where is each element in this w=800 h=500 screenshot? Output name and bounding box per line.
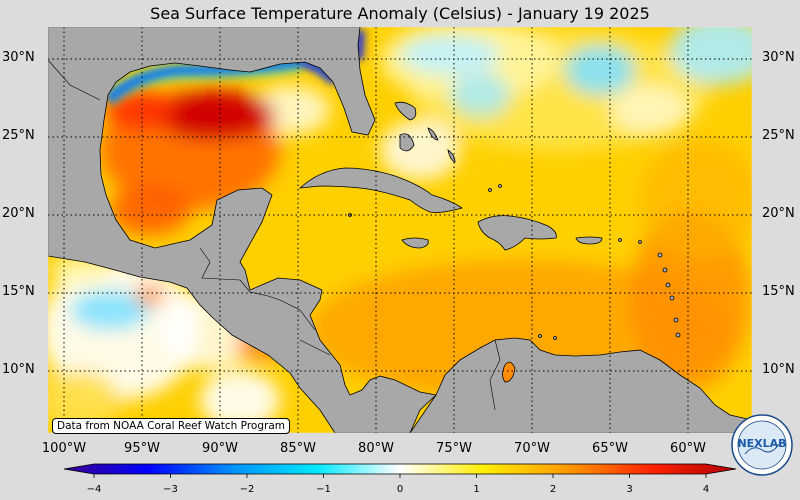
cold-coastal-fringe xyxy=(102,55,302,107)
island-abc xyxy=(538,334,542,338)
colorbar-tick-label: 2 xyxy=(549,484,557,495)
lon-label: 100°W xyxy=(41,441,87,456)
lat-label-right: 10°N xyxy=(762,362,795,377)
island-bahamas xyxy=(399,133,415,152)
lat-label-right: 20°N xyxy=(762,206,795,221)
anomaly-patch xyxy=(135,285,165,305)
anomaly-patch xyxy=(610,85,690,135)
colorbar-tick-label: 3 xyxy=(626,484,633,495)
border-central-america xyxy=(239,279,281,301)
colorbar-tick-label: −4 xyxy=(86,484,102,495)
island-lesser-antilles xyxy=(673,317,679,323)
graticule xyxy=(48,27,752,433)
island-bahamas xyxy=(447,149,456,163)
anomaly-patch xyxy=(48,370,120,430)
lat-label-left: 25°N xyxy=(2,128,35,143)
map-title: Sea Surface Temperature Anomaly (Celsius… xyxy=(150,4,650,23)
island-lesser-antilles xyxy=(618,238,622,242)
lon-label: 85°W xyxy=(280,441,316,456)
island-lesser-antilles xyxy=(675,332,681,338)
island-bahamas xyxy=(394,101,417,121)
lon-label: 65°W xyxy=(592,441,628,456)
colorbar-tick-label: −1 xyxy=(316,484,331,495)
lon-label: 80°W xyxy=(358,441,394,456)
lon-label: 95°W xyxy=(124,441,160,456)
landmass-south-america xyxy=(409,337,752,433)
border-mexico-guatemala xyxy=(199,247,241,281)
lat-label-left: 20°N xyxy=(2,206,35,221)
island-puerto-rico xyxy=(575,236,603,245)
landmass-north-america xyxy=(48,27,437,433)
island-hispaniola xyxy=(477,215,557,251)
anomaly-patch xyxy=(670,27,752,85)
island-abc xyxy=(553,336,557,340)
map-frame xyxy=(47,26,753,434)
anomaly-patch xyxy=(110,185,190,235)
anomaly-patch xyxy=(450,73,510,117)
lon-label: 90°W xyxy=(202,441,238,456)
anomaly-patch xyxy=(640,140,752,260)
lat-label-right: 30°N xyxy=(762,50,795,65)
border-central-america xyxy=(279,299,316,331)
anomaly-patch xyxy=(565,45,635,95)
island-lesser-antilles xyxy=(657,252,663,258)
colorbar-tick-label: 4 xyxy=(702,484,710,495)
lat-label-right: 15°N xyxy=(762,284,795,299)
island-turks xyxy=(488,188,492,192)
colorbar xyxy=(63,463,737,478)
lat-label-left: 15°N xyxy=(2,284,35,299)
colorbar-tick-label: −3 xyxy=(163,484,178,495)
border-us-mexico xyxy=(48,59,101,101)
anomaly-patch xyxy=(70,290,150,330)
anomaly-patch xyxy=(155,90,275,140)
island-lesser-antilles xyxy=(669,295,675,301)
nexlab-logo: NEXLAB xyxy=(731,414,793,476)
island-lesser-antilles xyxy=(638,240,642,244)
colorbar-bar xyxy=(63,463,737,475)
lon-label: 60°W xyxy=(670,441,706,456)
lon-label: 70°W xyxy=(514,441,550,456)
colorbar-tick-label: 1 xyxy=(473,484,480,495)
colorbar-tick-label: −2 xyxy=(239,484,255,495)
maracaibo-lake xyxy=(502,361,516,383)
border-central-america xyxy=(299,339,331,356)
island-lesser-antilles xyxy=(665,282,671,288)
island-turks xyxy=(498,184,502,188)
island-lesser-antilles xyxy=(662,267,668,273)
anomaly-patch xyxy=(400,35,500,75)
colorbar-tick-label: 0 xyxy=(396,484,404,495)
island-jamaica xyxy=(401,237,429,249)
border-colombia-venezuela xyxy=(489,339,501,411)
lat-label-left: 10°N xyxy=(2,362,35,377)
lon-label: 75°W xyxy=(436,441,472,456)
lat-label-left: 30°N xyxy=(2,50,35,65)
island-cuba xyxy=(298,167,463,213)
logo-text: NEXLAB xyxy=(737,437,786,450)
data-credit-box: Data from NOAA Coral Reef Watch Program xyxy=(52,418,290,434)
lat-label-right: 25°N xyxy=(762,128,795,143)
